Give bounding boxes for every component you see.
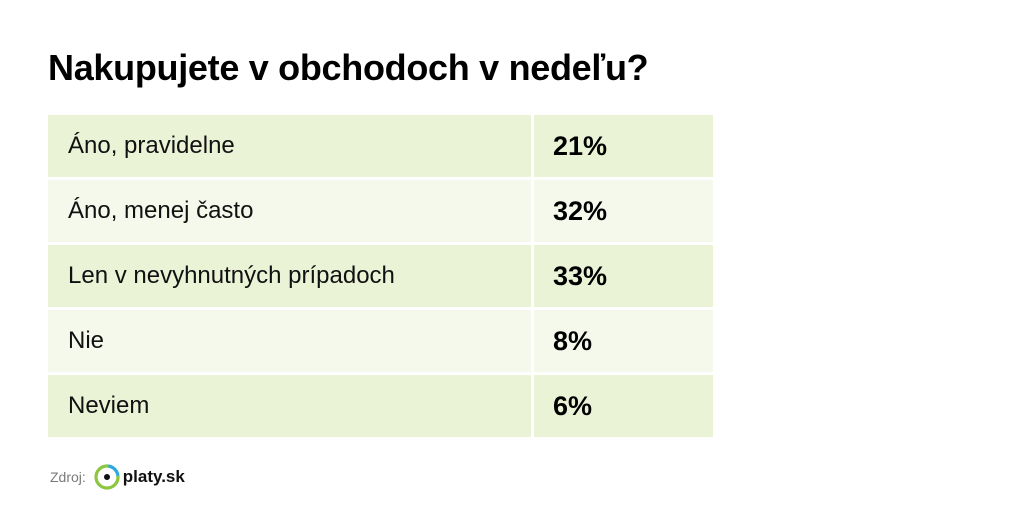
source-attribution: Zdroj: platy.sk <box>50 460 185 494</box>
table-row: Neviem 6% <box>48 375 713 437</box>
logo-wordmark: platy.sk <box>122 467 185 486</box>
table-row: Áno, menej často 32% <box>48 180 713 242</box>
answer-percentage: 33% <box>534 245 713 307</box>
platy-logo: platy.sk <box>94 464 185 490</box>
answer-label: Len v nevyhnutných prípadoch <box>48 245 531 307</box>
results-table: Áno, pravidelne 21% Áno, menej často 32%… <box>48 115 713 437</box>
platy-logo-icon <box>94 464 120 490</box>
answer-label: Áno, pravidelne <box>48 115 531 177</box>
table-row: Nie 8% <box>48 310 713 372</box>
answer-label: Nie <box>48 310 531 372</box>
answer-percentage: 6% <box>534 375 713 437</box>
answer-percentage: 32% <box>534 180 713 242</box>
table-row: Len v nevyhnutných prípadoch 33% <box>48 245 713 307</box>
source-label: Zdroj: <box>50 469 86 485</box>
answer-label: Áno, menej často <box>48 180 531 242</box>
answer-percentage: 21% <box>534 115 713 177</box>
answer-label: Neviem <box>48 375 531 437</box>
answer-percentage: 8% <box>534 310 713 372</box>
table-row: Áno, pravidelne 21% <box>48 115 713 177</box>
chart-title: Nakupujete v obchodoch v nedeľu? <box>48 47 649 88</box>
